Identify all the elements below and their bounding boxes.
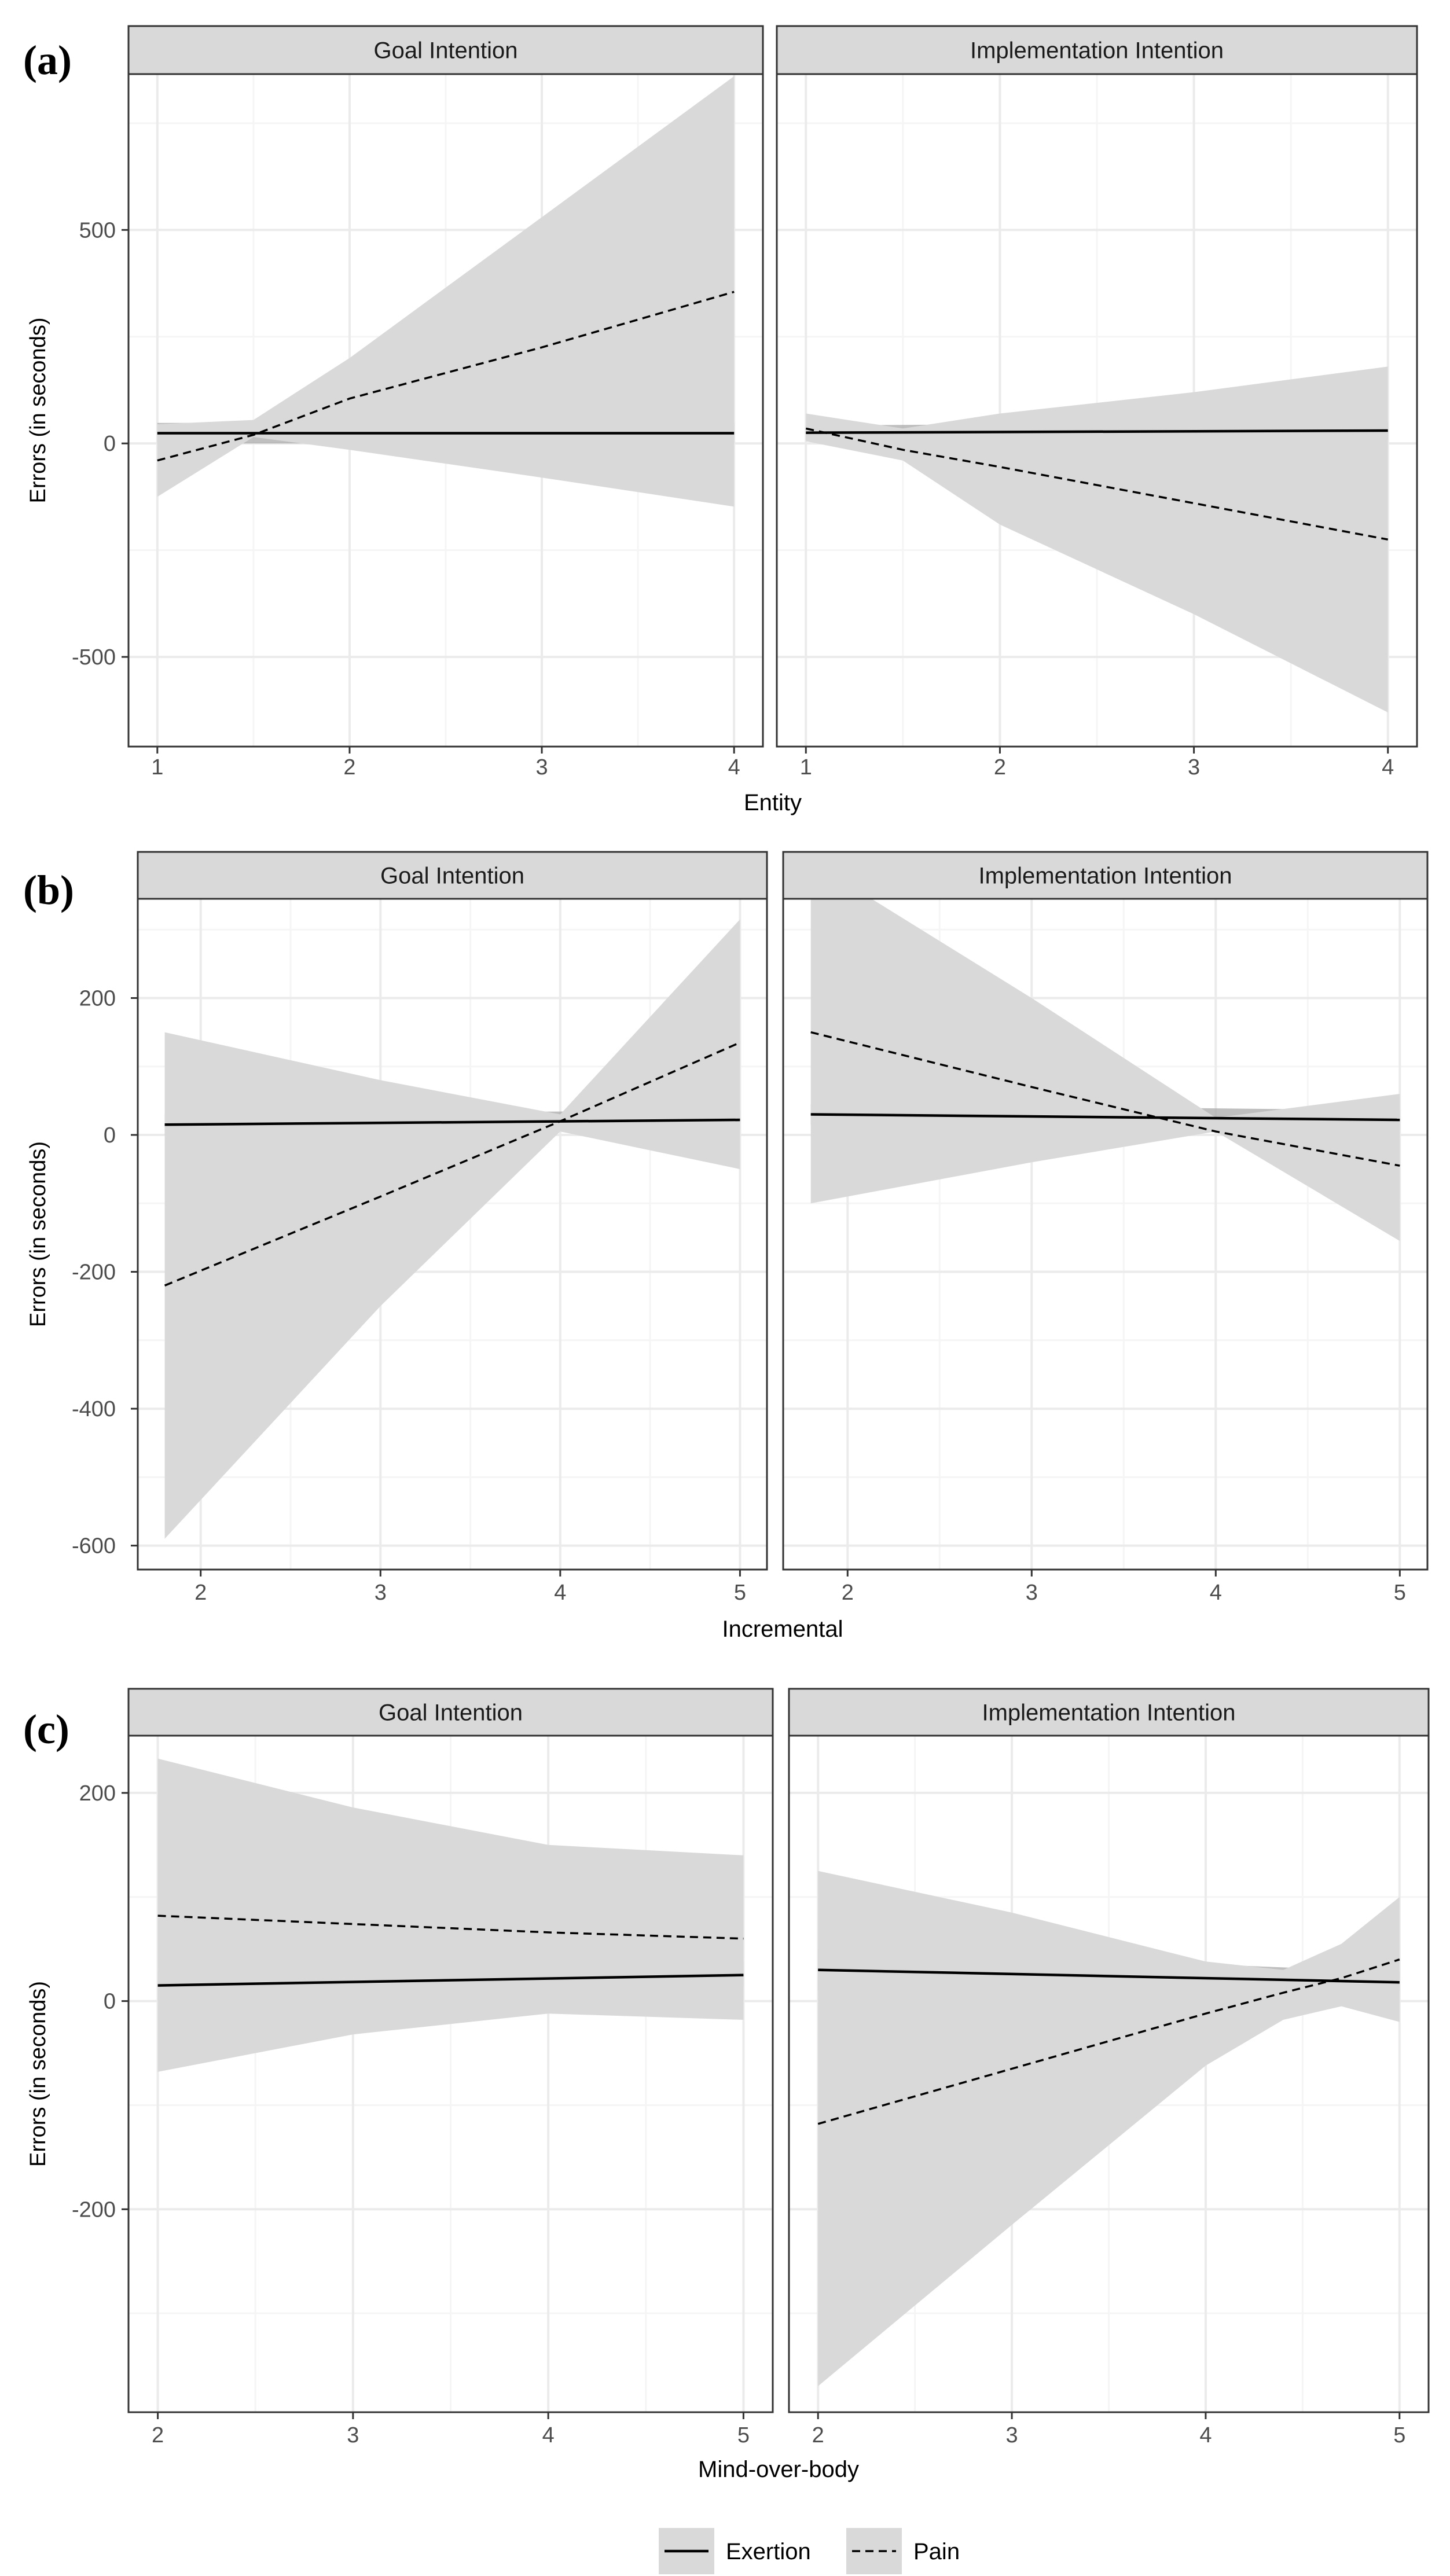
chart-block-3: (c) Goal Intention 2 3 4 5 -200 0 200 Implementat… — [23, 1688, 1430, 2482]
legend-label: Exertion — [726, 2539, 811, 2564]
x-tick-label: 2 — [842, 1581, 854, 1605]
exertion-line — [818, 1968, 1400, 1984]
facet-title: Goal Intention — [373, 38, 517, 64]
pain-confidence-band — [810, 861, 1400, 1241]
x-tick-label: 2 — [152, 2423, 164, 2448]
x-tick-label: 3 — [375, 1581, 387, 1605]
panel-label: (c) — [23, 1706, 69, 1752]
x-tick-label: 4 — [554, 1581, 566, 1605]
x-tick-label: 4 — [542, 2423, 555, 2448]
x-tick-label: 5 — [1394, 1581, 1406, 1605]
legend: Exertion Pain — [659, 2528, 960, 2574]
facet-strip — [788, 1688, 1430, 1737]
x-axis-label: Entity — [744, 790, 802, 815]
x-tick-label: 4 — [728, 755, 740, 780]
pain-confidence-band — [157, 1758, 744, 2072]
x-tick-label: 5 — [737, 2423, 750, 2448]
x-tick-label: 3 — [1026, 1581, 1038, 1605]
legend-entry-pain: Pain — [846, 2528, 960, 2574]
exertion-line — [164, 1118, 740, 1126]
x-tick-label: 3 — [535, 755, 548, 780]
x-tick-label: 3 — [347, 2423, 359, 2448]
y-tick-label: 500 — [79, 218, 116, 242]
facet-strip — [782, 851, 1429, 900]
x-tick-label: 4 — [1382, 755, 1394, 780]
facet-strip — [137, 851, 768, 900]
x-axis-label: Mind-over-body — [698, 2457, 859, 2482]
y-tick-label: 0 — [104, 1990, 116, 2014]
exertion-line — [810, 1113, 1400, 1122]
y-tick-label: -500 — [72, 645, 116, 670]
facet-goal-intention: Goal Intention 2 3 4 5 -200 0 200 — [72, 1688, 774, 2448]
chart-block-1: (a) Goal Intention 1 2 3 4 -500 0 500 Implementat… — [23, 25, 1418, 815]
y-tick-label: -200 — [72, 2197, 116, 2222]
x-tick-label: 1 — [151, 755, 163, 780]
legend-label: Pain — [913, 2539, 960, 2564]
y-tick-label: -600 — [72, 1534, 116, 1559]
y-axis-label: Errors (in seconds) — [26, 318, 50, 504]
x-tick-label: 2 — [994, 755, 1006, 780]
x-tick-label: 5 — [734, 1581, 746, 1605]
y-tick-label: 200 — [79, 1781, 116, 1806]
x-tick-label: 4 — [1210, 1581, 1222, 1605]
exertion-line — [806, 429, 1388, 434]
pain-line — [157, 1914, 744, 1940]
facet-strip — [127, 25, 764, 75]
facet-strip — [127, 1688, 774, 1737]
pain-confidence-band — [157, 76, 735, 507]
facet-title: Implementation Intention — [978, 863, 1232, 889]
x-tick-label: 1 — [800, 755, 812, 780]
x-tick-label: 3 — [1006, 2423, 1018, 2448]
x-tick-label: 3 — [1188, 755, 1200, 780]
y-tick-label: 0 — [104, 1123, 116, 1148]
y-axis-label: Errors (in seconds) — [26, 1981, 50, 2167]
y-tick-label: 200 — [79, 986, 116, 1010]
panel-label: (a) — [23, 37, 72, 83]
panel-label: (b) — [23, 867, 74, 913]
y-tick-label: -400 — [72, 1397, 116, 1421]
pain-confidence-band — [164, 919, 740, 1539]
y-axis-label: Errors (in seconds) — [26, 1141, 50, 1327]
x-tick-label: 5 — [1393, 2423, 1405, 2448]
x-tick-label: 2 — [343, 755, 355, 780]
pain-line — [164, 1041, 741, 1287]
facet-goal-intention: Goal Intention 2 3 4 5 -600 -400 -200 0 200 — [72, 851, 768, 1605]
facet-implementation-intention: Implementation Intention 2 3 4 5 — [788, 1688, 1430, 2448]
y-tick-label: -200 — [72, 1261, 116, 1285]
facet-strip — [776, 25, 1418, 75]
legend-entry-exertion: Exertion — [659, 2528, 811, 2574]
facet-goal-intention: Goal Intention 1 2 3 4 -500 0 500 — [72, 25, 764, 780]
facet-title: Implementation Intention — [970, 38, 1224, 64]
pain-confidence-band — [806, 366, 1388, 712]
x-tick-label: 4 — [1199, 2423, 1212, 2448]
chart-block-2: (b) Goal Intention 2 3 4 5 -600 -400 -200 0 200 Imp… — [23, 851, 1429, 1642]
x-tick-label: 2 — [194, 1581, 207, 1605]
x-tick-label: 2 — [812, 2423, 824, 2448]
facet-implementation-intention: Implementation Intention 2 3 4 5 — [782, 851, 1429, 1605]
x-axis-label: Incremental — [722, 1616, 843, 1642]
y-tick-label: 0 — [104, 432, 116, 456]
facet-implementation-intention: Implementation Intention 1 2 3 4 — [776, 25, 1418, 780]
pain-line — [157, 291, 735, 462]
facet-title: Goal Intention — [380, 863, 524, 889]
facet-title: Implementation Intention — [982, 1700, 1235, 1726]
exertion-line — [157, 1974, 744, 1987]
facet-title: Goal Intention — [379, 1700, 523, 1726]
pain-line — [817, 1958, 1400, 2125]
pain-line — [810, 1031, 1400, 1167]
